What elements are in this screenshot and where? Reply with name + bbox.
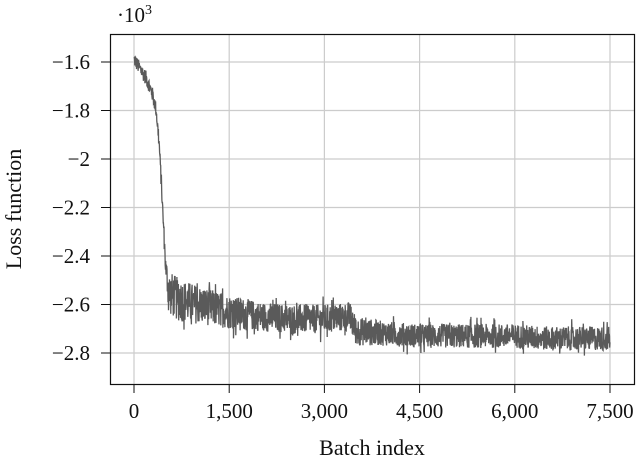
y-tick-label: −2.8 (52, 341, 90, 365)
x-tick-label: 3,000 (301, 399, 348, 423)
y-tick-label: −2 (68, 147, 90, 171)
x-axis-ticks: 0 1,500 3,000 4,500 6,000 7,500 (129, 384, 634, 423)
plot-area (133, 55, 611, 356)
loss-series-line (133, 55, 611, 356)
x-axis-label: Batch index (319, 435, 425, 460)
y-tick-label: −2.2 (52, 196, 90, 220)
x-tick-label: 6,000 (491, 399, 538, 423)
y-tick-label: −2.4 (52, 244, 91, 268)
y-axis-label: Loss function (1, 149, 26, 269)
y-tick-label: −1.6 (52, 50, 90, 74)
x-tick-label: 4,500 (396, 399, 443, 423)
y-tick-label: −2.6 (52, 293, 90, 317)
y-tick-label: −1.8 (52, 99, 90, 123)
y-axis-ticks: −1.6 −1.8 −2 −2.2 −2.4 −2.6 −2.8 (52, 50, 110, 365)
y-scale-factor: ·103 (117, 3, 152, 27)
x-tick-label: 7,500 (586, 399, 633, 423)
axes-frame (109, 33, 636, 386)
x-tick-label: 0 (129, 399, 140, 423)
x-tick-label: 1,500 (206, 399, 253, 423)
